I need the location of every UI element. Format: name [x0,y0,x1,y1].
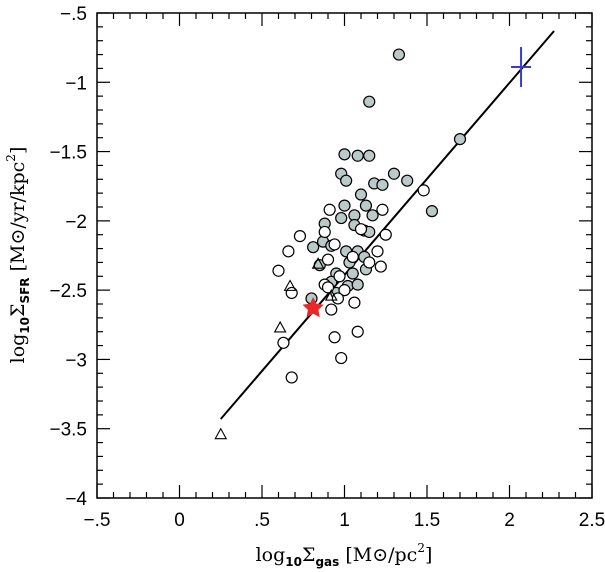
open-circle-point [376,203,389,216]
filled-circle-point [425,205,439,218]
y-title-unit-sup: 2 [4,154,18,162]
open-circle-point [346,250,359,263]
open-circle-point [354,223,368,236]
filled-circle-point [401,174,414,187]
open-circle-point [417,184,430,197]
filled-circle-point [354,188,368,201]
open-circle-point [338,284,351,297]
open-circle-point [277,336,290,349]
open-circle-point [272,264,285,277]
triangle-point [283,279,297,291]
open-circle-point [323,203,336,216]
y-title-unit: [M⊙/yr/kpc [7,162,29,278]
filled-circle-point [387,167,401,180]
filled-circle-point [340,174,353,187]
open-circle-point [348,296,361,309]
x-title-log-sub: 10 [285,555,302,569]
y-title-log-sub: 10 [18,317,32,334]
x-title-sigma: Σ [302,544,315,566]
y-axis-title: log10ΣSFR [M⊙/yr/kpc2] [4,147,32,364]
ticks-layer [96,12,593,499]
y-tick-label: −3.5 [49,420,87,441]
filled-circle-point [363,149,376,162]
y-tick-label: −4 [65,489,87,510]
open-circle-point [325,303,338,316]
filled-circle-point [366,209,379,222]
y-title-unit-end: ] [7,147,29,154]
open-circle-point [379,228,392,241]
x-axis-title: log10Σgas [M⊙/pc2] [256,541,433,569]
open-circle-point [335,351,348,365]
y-tick-label: −3 [65,350,87,371]
open-circle-point [374,260,387,273]
x-tick-label: 0 [174,510,185,531]
y-title-sigma: Σ [7,304,29,317]
x-tick-label: .5 [254,510,270,531]
x-title-log: log [256,544,286,566]
y-tick-label: −.5 [60,4,87,25]
filled-circle-point [307,241,320,254]
triangle-point [273,320,287,333]
filled-circle-point [351,278,364,291]
y-tick-label: −2.5 [49,281,87,302]
y-title-sigma-sub: SFR [18,277,32,303]
open-circle-point [328,331,341,344]
triangle-point [214,427,228,440]
filled-circle-point [338,148,351,161]
y-tick-labels: −4 −3.5 −3 −2.5 −2 −1.5 −1 −.5 [49,4,87,510]
y-title-log: log [7,334,29,364]
filled-circle-point [335,211,348,225]
x-title-unit: [M⊙/pc [339,544,417,566]
x-tick-label: −.5 [84,510,111,531]
open-circle-point [293,230,307,243]
star-point [302,297,324,318]
open-circle-point [328,238,341,251]
data-points-layer [214,47,532,440]
open-circle-point [331,292,344,305]
open-circle-point [333,270,346,283]
open-circle-point [351,325,364,338]
filled-circle-point [392,48,406,61]
y-tick-label: −1 [65,73,87,94]
x-tick-label: 2.5 [579,510,605,531]
x-tick-label: 1.5 [414,510,440,531]
x-tick-label: 2 [504,510,515,531]
filled-circle-point [453,133,467,146]
y-tick-label: −2 [65,212,87,233]
open-circle-point [363,256,376,269]
filled-circle-point [376,178,389,191]
x-title-sigma-sub: gas [315,555,339,569]
open-circle-point [321,253,335,266]
x-title-unit-end: ] [425,544,432,566]
triangle-point [324,289,338,301]
filled-circle-point [359,199,373,212]
open-circle-point [285,371,298,384]
open-circle-point [285,286,298,300]
triangle-point [311,257,325,269]
filled-circle-point [338,199,351,212]
open-circle-point [282,245,295,258]
open-circle-point [371,245,384,258]
filled-circle-point [351,149,364,162]
fit-line [219,30,555,420]
filled-circle-point [346,267,359,280]
x-title-unit-sup: 2 [417,541,425,555]
y-tick-label: −1.5 [49,143,87,164]
filled-circle-point [363,95,376,108]
x-tick-labels: −.5 0 .5 1 1.5 2 2.5 [84,510,605,531]
open-circle-point [318,225,331,239]
x-tick-label: 1 [339,510,350,531]
fit-line-layer [219,30,555,420]
